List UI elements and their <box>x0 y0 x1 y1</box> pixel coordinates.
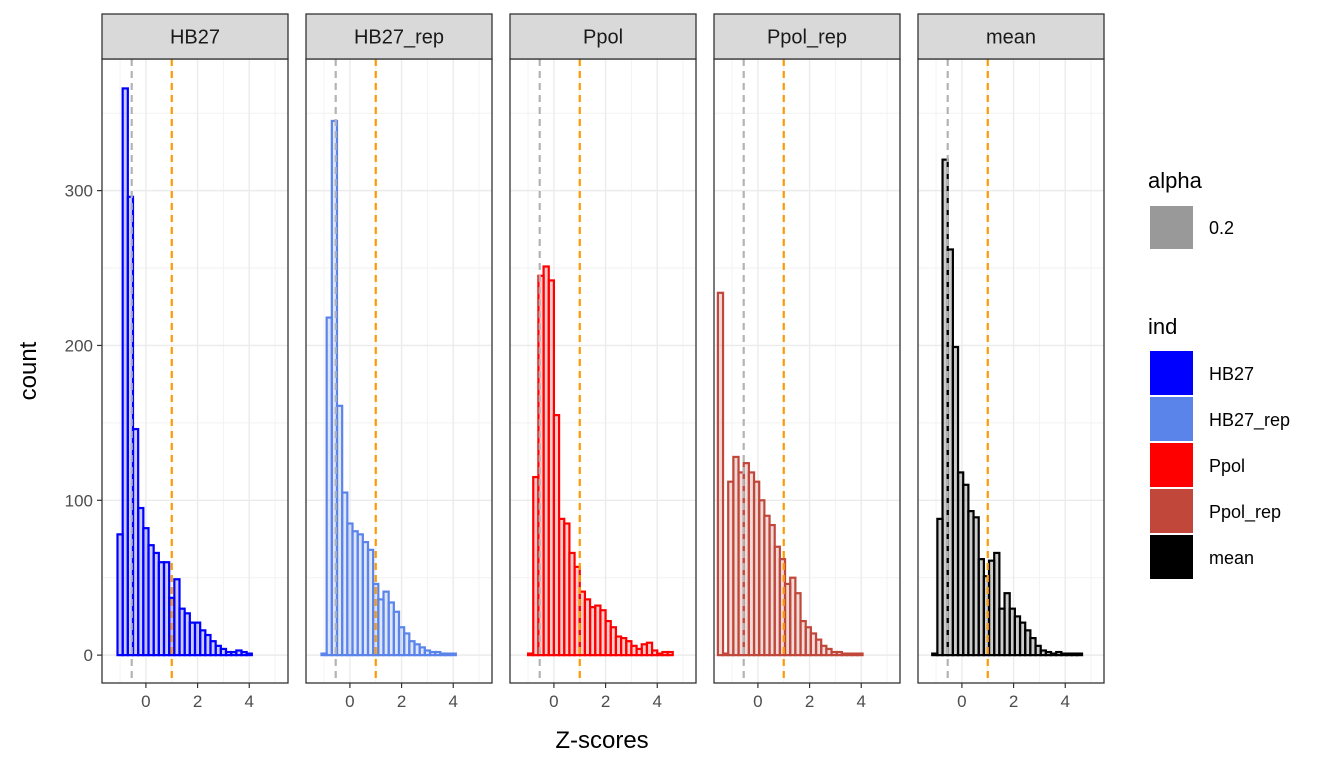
x-tick-label: 2 <box>193 692 202 711</box>
legend-title-ind: ind <box>1148 314 1177 339</box>
y-axis-title: count <box>15 341 42 400</box>
facet-strip-label: HB27 <box>170 27 220 49</box>
histogram-bar <box>449 652 457 657</box>
x-tick-label: 0 <box>957 692 966 711</box>
legend-title-alpha: alpha <box>1148 168 1203 193</box>
x-tick-label: 4 <box>653 692 662 711</box>
x-axis-title: Z-scores <box>555 727 648 754</box>
x-tick-label: 2 <box>601 692 610 711</box>
legend-key-ppol-rep <box>1150 489 1193 533</box>
facet-panel-ppol-rep: Ppol_rep 0 2 4 <box>713 13 901 711</box>
facet-panel-hb27-rep: HB27_rep 0 2 4 <box>305 13 493 711</box>
x-tick-label: 2 <box>397 692 406 711</box>
facet-strip <box>101 13 289 60</box>
panel-background <box>510 59 696 683</box>
facet-strip <box>305 13 493 60</box>
panel-background <box>714 59 900 683</box>
histogram-bar <box>126 195 135 657</box>
legend-key-hb27 <box>1150 351 1193 395</box>
x-tick-label: 0 <box>753 692 762 711</box>
legend-key-hb27-rep <box>1150 397 1193 441</box>
x-tick-label: 4 <box>245 692 254 711</box>
x-tick-label: 4 <box>1061 692 1070 711</box>
legend-label-ppol: Ppol <box>1209 456 1245 476</box>
facet-panel-hb27: HB27 0 2 4 <box>101 13 289 711</box>
facet-strip <box>917 13 1105 60</box>
histogram-bar <box>645 641 654 657</box>
legend-key-mean <box>1150 535 1193 579</box>
histogram-bar <box>330 119 339 657</box>
y-tick-label: 200 <box>65 336 93 355</box>
histogram-bar <box>245 652 253 657</box>
x-tick-label: 0 <box>345 692 354 711</box>
histogram-bar <box>716 291 725 657</box>
x-tick-label: 0 <box>141 692 150 711</box>
legend-label-alpha: 0.2 <box>1209 218 1234 238</box>
y-tick-label: 0 <box>84 646 93 665</box>
facet-strip <box>713 13 901 60</box>
facet-strip-label: Ppol_rep <box>767 27 847 49</box>
facet-strip-label: mean <box>986 27 1036 49</box>
legend-label-hb27-rep: HB27_rep <box>1209 410 1290 431</box>
legend-key-alpha <box>1150 206 1193 249</box>
histogram-bar <box>856 652 864 657</box>
y-axis: 0 100 200 300 <box>65 182 102 665</box>
facet-strip-label: Ppol <box>583 27 623 49</box>
x-tick-label: 4 <box>857 692 866 711</box>
panel-background <box>918 59 1104 683</box>
legend-label-ppol-rep: Ppol_rep <box>1209 502 1281 523</box>
x-tick-label: 2 <box>805 692 814 711</box>
x-tick-label: 2 <box>1009 692 1018 711</box>
histogram-bar <box>1075 652 1084 657</box>
x-tick-label: 0 <box>549 692 558 711</box>
legend-label-mean: mean <box>1209 548 1254 568</box>
facet-panel-mean: mean 0 2 4 <box>917 13 1105 711</box>
legend-label-hb27: HB27 <box>1209 364 1254 384</box>
histogram-bar <box>993 551 1001 657</box>
legend-key-ppol <box>1150 443 1193 487</box>
y-tick-label: 300 <box>65 182 93 201</box>
facet-strip-label: HB27_rep <box>354 27 444 49</box>
histogram-bar <box>666 650 674 657</box>
facet-strip <box>509 13 697 60</box>
facet-panel-ppol: Ppol 0 2 4 <box>509 13 697 711</box>
y-tick-label: 100 <box>65 491 93 510</box>
x-tick-label: 4 <box>449 692 458 711</box>
